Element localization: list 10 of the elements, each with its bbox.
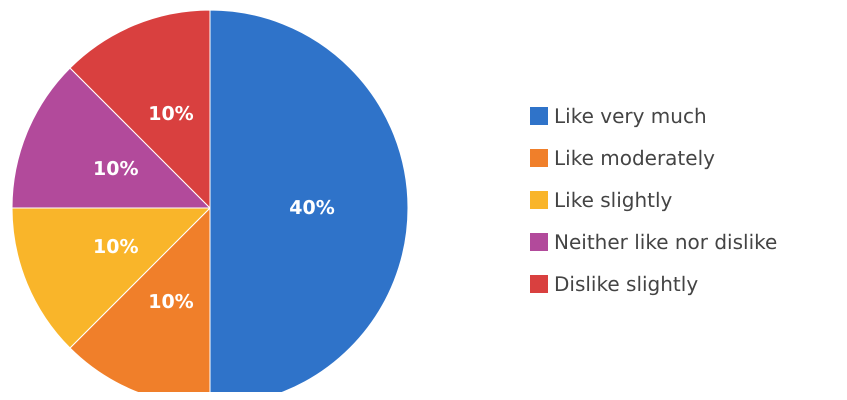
legend-label: Neither like nor dislike (554, 230, 778, 254)
data-label: 40% (289, 197, 335, 219)
legend-label: Like very much (554, 104, 707, 128)
data-label: 10% (148, 291, 194, 314)
data-label: 10% (93, 236, 139, 258)
legend-label: Like moderately (554, 146, 716, 170)
data-label: 10% (148, 102, 194, 125)
data-label: 10% (93, 158, 139, 180)
legend-label: Like slightly (554, 188, 673, 212)
legend-label: Dislike slightly (554, 272, 698, 296)
